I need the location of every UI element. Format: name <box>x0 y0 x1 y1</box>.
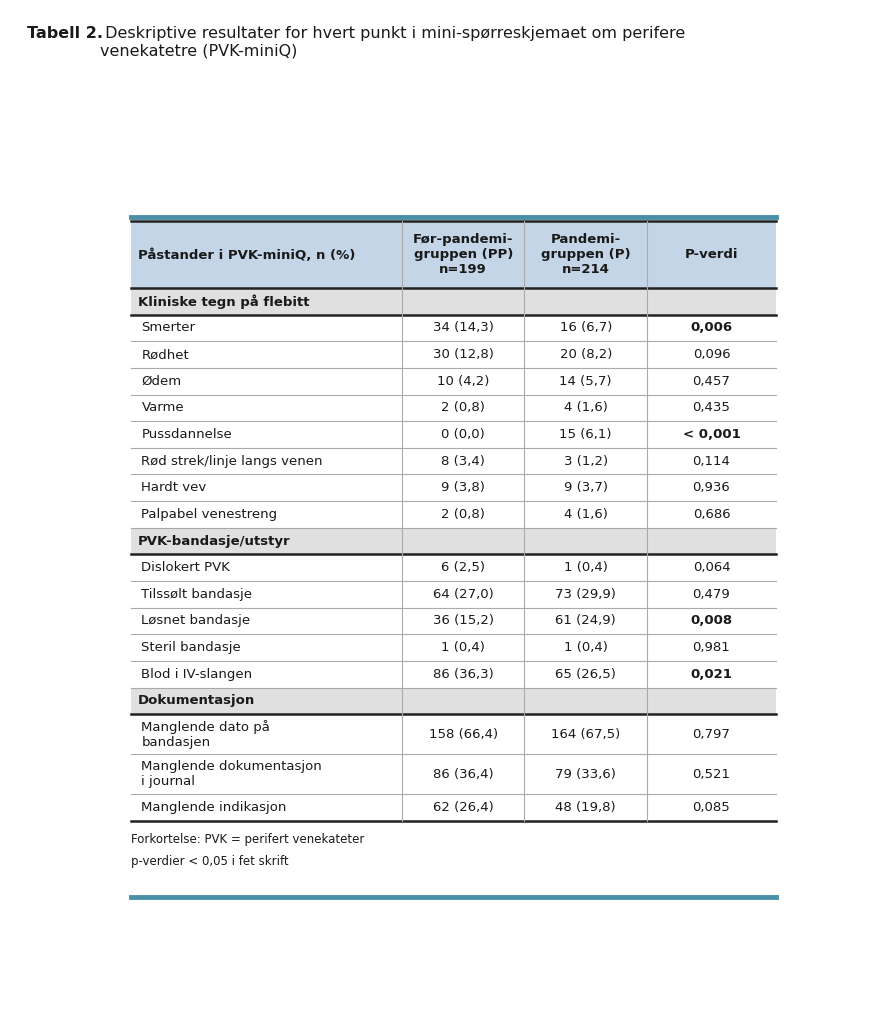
Text: 164 (67,5): 164 (67,5) <box>551 728 620 740</box>
Bar <box>131 634 776 660</box>
Text: 86 (36,3): 86 (36,3) <box>433 668 494 681</box>
Text: p-verdier < 0,05 i fet skrift: p-verdier < 0,05 i fet skrift <box>131 855 289 867</box>
Bar <box>131 501 776 527</box>
Text: 1 (0,4): 1 (0,4) <box>564 561 608 574</box>
Text: 0,981: 0,981 <box>693 641 730 654</box>
Text: Dislokert PVK: Dislokert PVK <box>142 561 230 574</box>
Bar <box>131 607 776 634</box>
Text: Manglende indikasjon: Manglende indikasjon <box>142 801 287 814</box>
Text: Løsnet bandasje: Løsnet bandasje <box>142 614 250 628</box>
Text: 0,096: 0,096 <box>693 348 730 361</box>
Text: Dokumentasjon: Dokumentasjon <box>138 694 255 708</box>
Bar <box>131 474 776 501</box>
Bar <box>131 581 776 607</box>
Text: 8 (3,4): 8 (3,4) <box>442 455 485 468</box>
Text: 158 (66,4): 158 (66,4) <box>428 728 497 740</box>
Text: 3 (1,2): 3 (1,2) <box>564 455 608 468</box>
Text: 0,479: 0,479 <box>693 588 730 601</box>
Text: 14 (5,7): 14 (5,7) <box>559 375 612 388</box>
Text: 2 (0,8): 2 (0,8) <box>442 508 485 521</box>
Text: Tabell 2.: Tabell 2. <box>27 26 103 41</box>
Text: 1 (0,4): 1 (0,4) <box>442 641 485 654</box>
Text: Manglende dokumentasjon
i journal: Manglende dokumentasjon i journal <box>142 760 322 788</box>
Bar <box>131 554 776 581</box>
Text: 73 (29,9): 73 (29,9) <box>555 588 616 601</box>
Text: Hardt vev: Hardt vev <box>142 481 207 495</box>
Text: 1 (0,4): 1 (0,4) <box>564 641 608 654</box>
Text: 4 (1,6): 4 (1,6) <box>564 401 608 415</box>
Text: Deskriptive resultater for hvert punkt i mini-spørreskjemaet om perifere
venekat: Deskriptive resultater for hvert punkt i… <box>100 26 685 58</box>
Text: Steril bandasje: Steril bandasje <box>142 641 242 654</box>
Text: Varme: Varme <box>142 401 184 415</box>
Text: 86 (36,4): 86 (36,4) <box>433 768 494 780</box>
Text: 0,021: 0,021 <box>690 668 733 681</box>
Text: 65 (26,5): 65 (26,5) <box>555 668 616 681</box>
Bar <box>131 794 776 820</box>
Bar <box>131 288 776 314</box>
Text: 15 (6,1): 15 (6,1) <box>559 428 612 441</box>
Text: 0,085: 0,085 <box>693 801 730 814</box>
Text: Kliniske tegn på flebitt: Kliniske tegn på flebitt <box>138 294 310 308</box>
Bar <box>131 660 776 687</box>
Text: 0,008: 0,008 <box>690 614 733 628</box>
Text: 0,006: 0,006 <box>690 322 733 335</box>
Text: 9 (3,8): 9 (3,8) <box>442 481 485 495</box>
Bar <box>131 447 776 474</box>
Bar <box>131 527 776 554</box>
Text: 20 (8,2): 20 (8,2) <box>559 348 612 361</box>
Text: 36 (15,2): 36 (15,2) <box>433 614 494 628</box>
Text: 2 (0,8): 2 (0,8) <box>442 401 485 415</box>
Text: 62 (26,4): 62 (26,4) <box>433 801 494 814</box>
Text: 0,936: 0,936 <box>693 481 730 495</box>
Bar <box>131 341 776 368</box>
Text: 79 (33,6): 79 (33,6) <box>555 768 616 780</box>
Text: PVK-bandasje/utstyr: PVK-bandasje/utstyr <box>138 535 290 548</box>
Text: Blod i IV-slangen: Blod i IV-slangen <box>142 668 252 681</box>
Text: 4 (1,6): 4 (1,6) <box>564 508 608 521</box>
Text: Ødem: Ødem <box>142 375 181 388</box>
Text: Pandemi-
gruppen (P)
n=214: Pandemi- gruppen (P) n=214 <box>541 233 630 276</box>
Text: 0,521: 0,521 <box>692 768 730 780</box>
Text: 34 (14,3): 34 (14,3) <box>433 322 494 335</box>
Text: 30 (12,8): 30 (12,8) <box>433 348 494 361</box>
Bar <box>131 714 776 754</box>
Text: 0,064: 0,064 <box>693 561 730 574</box>
Text: Påstander i PVK-miniQ, n (%): Påstander i PVK-miniQ, n (%) <box>138 248 356 261</box>
Text: 16 (6,7): 16 (6,7) <box>559 322 612 335</box>
Text: Palpabel venestreng: Palpabel venestreng <box>142 508 278 521</box>
Text: 0,797: 0,797 <box>693 728 730 740</box>
Text: Rødhet: Rødhet <box>142 348 189 361</box>
Text: Rød strek/linje langs venen: Rød strek/linje langs venen <box>142 455 323 468</box>
Bar <box>131 687 776 714</box>
Text: Før-pandemi-
gruppen (PP)
n=199: Før-pandemi- gruppen (PP) n=199 <box>413 233 513 276</box>
Text: 6 (2,5): 6 (2,5) <box>442 561 485 574</box>
Text: Forkortelse: PVK = perifert venekateter: Forkortelse: PVK = perifert venekateter <box>131 833 365 846</box>
Text: 0,435: 0,435 <box>693 401 730 415</box>
Text: Pussdannelse: Pussdannelse <box>142 428 232 441</box>
Text: < 0,001: < 0,001 <box>682 428 741 441</box>
Bar <box>131 368 776 394</box>
Text: P-verdi: P-verdi <box>685 248 738 261</box>
Text: 64 (27,0): 64 (27,0) <box>433 588 494 601</box>
Bar <box>131 314 776 341</box>
Text: 61 (24,9): 61 (24,9) <box>556 614 616 628</box>
Text: Manglende dato på
bandasjen: Manglende dato på bandasjen <box>142 720 270 749</box>
Text: Smerter: Smerter <box>142 322 196 335</box>
Text: 0,457: 0,457 <box>693 375 730 388</box>
Text: Tilssølt bandasje: Tilssølt bandasje <box>142 588 252 601</box>
Bar <box>131 221 776 288</box>
Text: 0,114: 0,114 <box>693 455 730 468</box>
Text: 0,686: 0,686 <box>693 508 730 521</box>
Text: 10 (4,2): 10 (4,2) <box>437 375 489 388</box>
Bar <box>131 754 776 794</box>
Text: 9 (3,7): 9 (3,7) <box>564 481 608 495</box>
Text: 48 (19,8): 48 (19,8) <box>556 801 616 814</box>
Bar <box>131 421 776 447</box>
Bar <box>131 394 776 421</box>
Text: 0 (0,0): 0 (0,0) <box>442 428 485 441</box>
